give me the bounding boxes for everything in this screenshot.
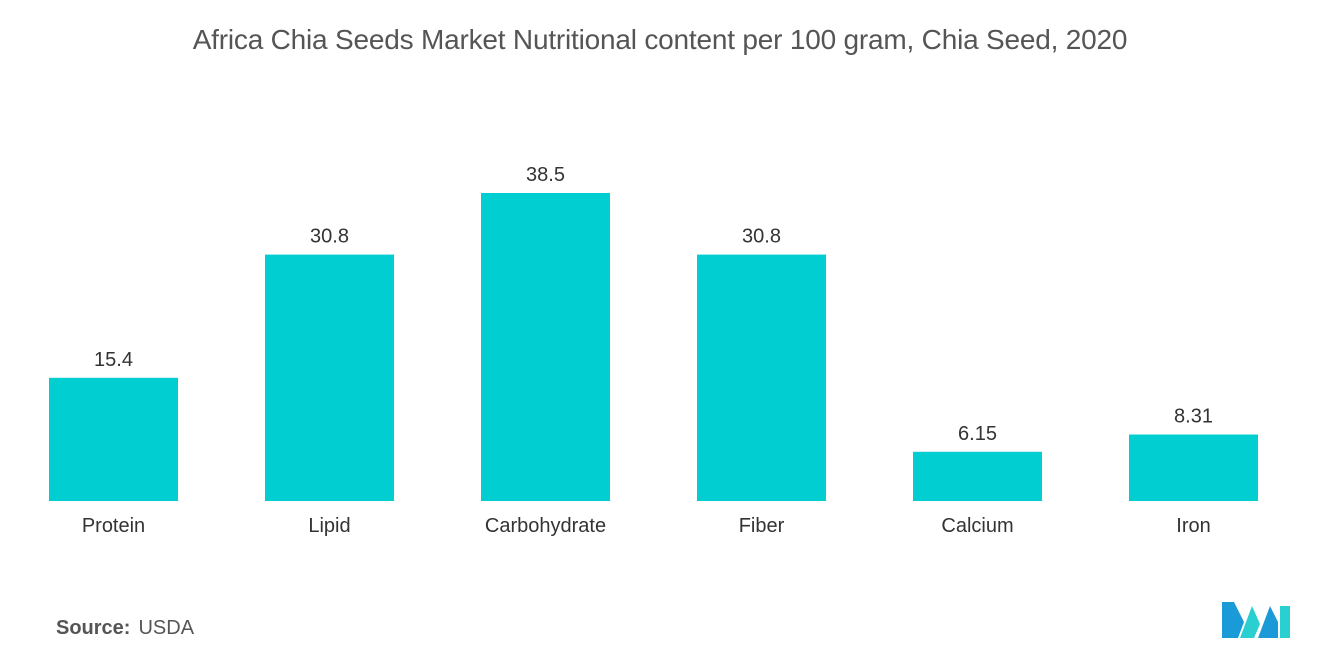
category-label-iron: Iron [1176, 515, 1210, 537]
value-label-lipid: 30.8 [310, 226, 349, 248]
bar-protein [49, 377, 178, 501]
value-labels-group: 15.4 30.8 38.5 30.8 6.15 8.31 [94, 164, 1213, 445]
bar-fiber [697, 254, 826, 501]
value-label-iron: 8.31 [1174, 406, 1213, 428]
source-note: Source: USDA [56, 617, 194, 640]
category-label-fiber: Fiber [739, 515, 785, 537]
bar-lipid [265, 254, 394, 501]
category-label-carbohydrate: Carbohydrate [485, 515, 606, 537]
bars-group [49, 193, 1258, 501]
mordor-intelligence-logo-icon [1222, 602, 1290, 638]
value-label-calcium: 6.15 [958, 423, 997, 445]
bar-calcium [913, 451, 1042, 501]
logo-shape-mid [1240, 606, 1260, 638]
source-value: USDA [138, 617, 195, 639]
chart-title: Africa Chia Seeds Market Nutritional con… [192, 24, 1128, 55]
value-label-protein: 15.4 [94, 349, 133, 371]
bar-chart: 15.4 30.8 38.5 30.8 6.15 8.31 Protein Lipid Car… [49, 164, 1258, 537]
value-label-carbohydrate: 38.5 [526, 164, 565, 186]
bar-iron [1129, 434, 1258, 501]
bar-carbohydrate [481, 193, 610, 501]
value-label-fiber: 30.8 [742, 226, 781, 248]
logo-shape-left [1222, 602, 1244, 638]
category-label-protein: Protein [82, 515, 145, 537]
category-labels-group: Protein Lipid Carbohydrate Fiber Calcium Iron [82, 515, 1211, 537]
logo-shape-right [1258, 606, 1278, 638]
category-label-lipid: Lipid [308, 515, 350, 537]
category-label-calcium: Calcium [941, 515, 1013, 537]
logo-shape-edge [1280, 606, 1290, 638]
source-label: Source: [56, 617, 131, 639]
